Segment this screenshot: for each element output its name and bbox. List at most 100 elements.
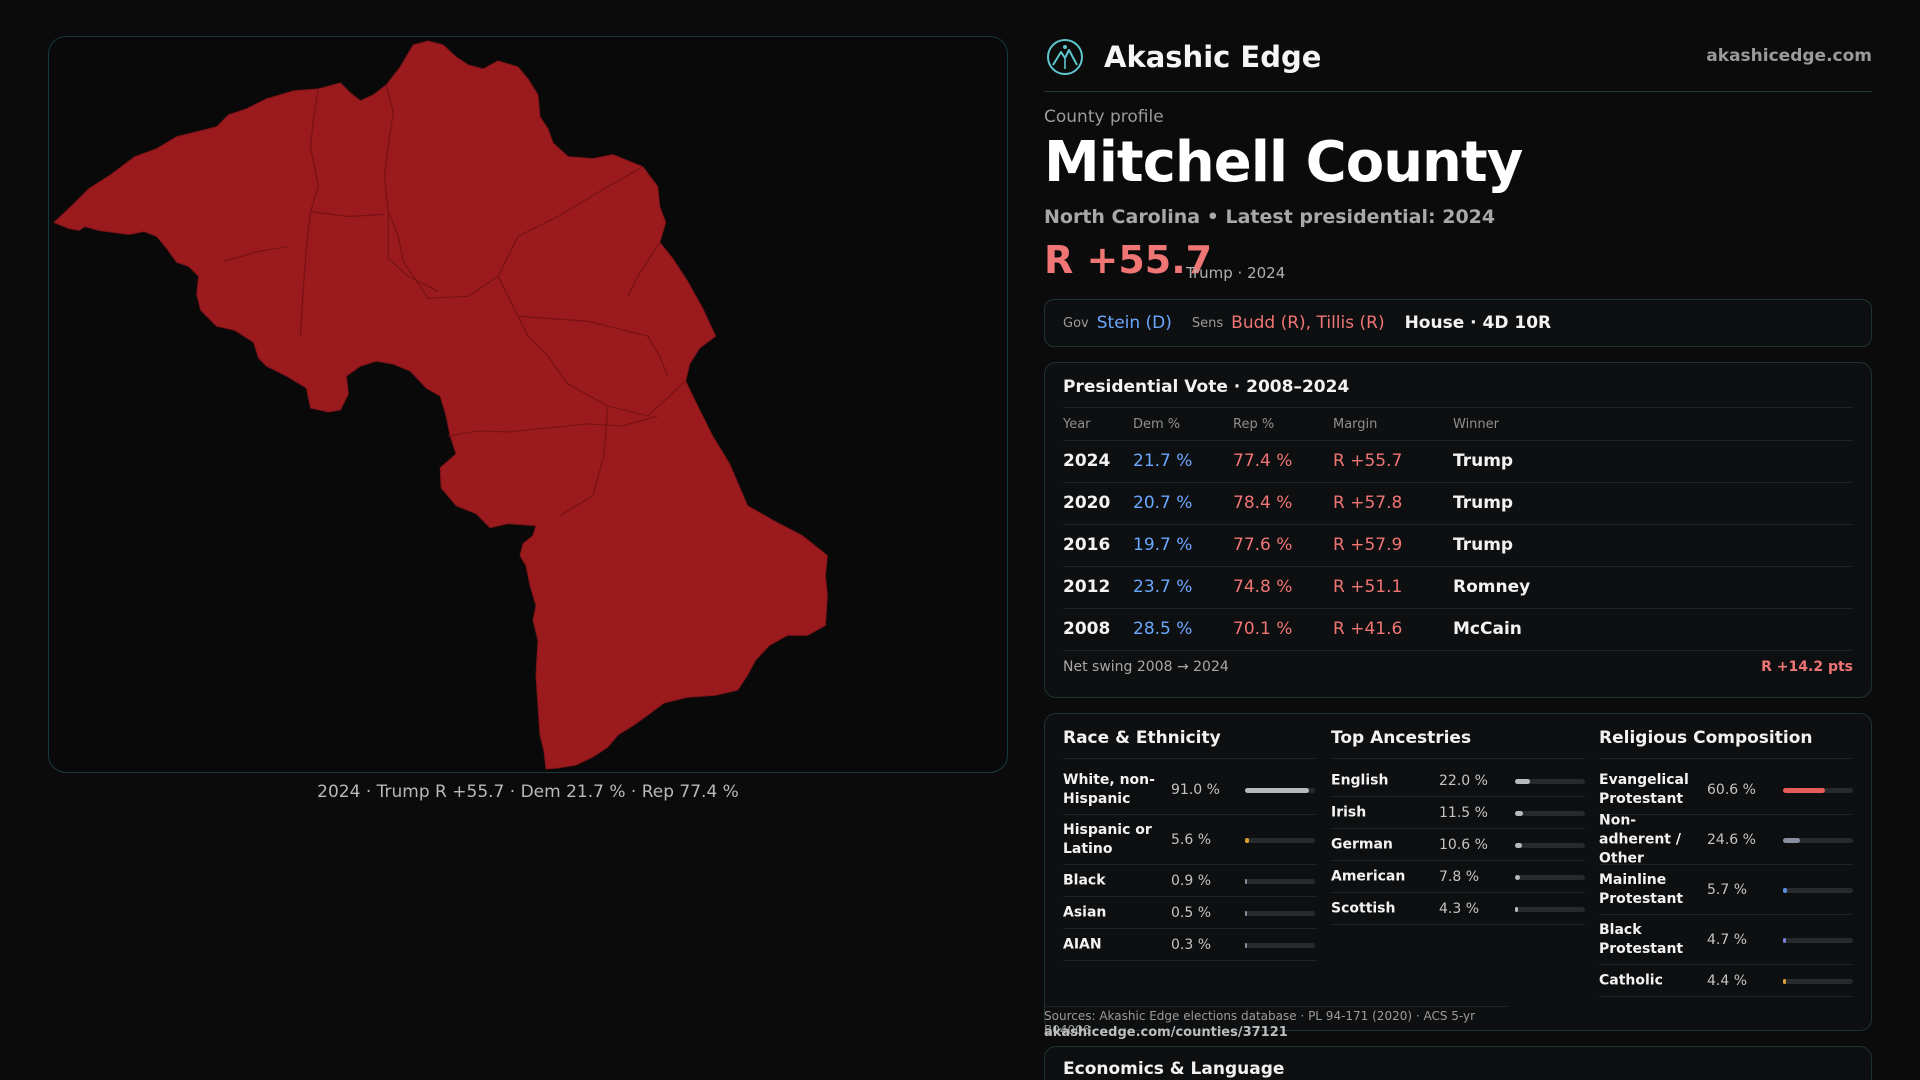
divider	[1063, 758, 1317, 759]
cell-year: 2020	[1063, 493, 1111, 513]
race-bar-fill	[1245, 878, 1247, 884]
religion-label: Black Protestant	[1599, 921, 1684, 957]
economics-card: Economics & Language	[1044, 1046, 1872, 1080]
headline-winner-note: Trump · 2024	[1186, 264, 1286, 282]
religion-bar-track	[1783, 978, 1853, 984]
county-map-svg	[53, 40, 828, 770]
ancestry-bar-track	[1515, 810, 1585, 816]
religion-bar-track	[1783, 937, 1853, 943]
section-eyebrow: County profile	[1044, 107, 1164, 127]
cell-rep: 70.1 %	[1233, 619, 1293, 639]
ancestry-label: Irish	[1331, 804, 1367, 820]
religion-row: Black Protestant 4.7 %	[1599, 915, 1853, 965]
demographics-card: Race & Ethnicity White, non-Hispanic 91.0…	[1044, 713, 1872, 1031]
divider	[1599, 758, 1853, 759]
cell-margin: R +55.7	[1333, 451, 1403, 471]
religion-bar-fill	[1783, 937, 1787, 943]
race-bar-track	[1245, 837, 1315, 843]
table-row: 2024 21.7 % 77.4 % R +55.7 Trump	[1063, 441, 1853, 483]
economics-title: Economics & Language	[1063, 1059, 1285, 1079]
county-profile-panel: Akashic Edge akashicedge.com County prof…	[1044, 0, 1872, 1080]
religion-bar-fill	[1783, 978, 1787, 984]
cell-rep: 74.8 %	[1233, 577, 1293, 597]
cell-winner: Romney	[1453, 577, 1531, 597]
race-row: Black 0.9 %	[1063, 865, 1317, 897]
headline-margin: R +55.7	[1044, 238, 1213, 282]
sources-note: Sources: Akashic Edge elections database…	[1044, 1006, 1508, 1037]
ancestry-label: English	[1331, 772, 1389, 788]
cell-dem: 23.7 %	[1133, 577, 1193, 597]
religion-bar-track	[1783, 887, 1853, 893]
county-subtitle: North Carolina • Latest presidential: 20…	[1044, 206, 1496, 228]
religion-bar-fill	[1783, 787, 1826, 793]
religion-bar-fill	[1783, 887, 1787, 893]
presidential-vote-card: Presidential Vote · 2008–2024 Year Dem %…	[1044, 362, 1872, 698]
race-bar-track	[1245, 878, 1315, 884]
mountain-compass-icon[interactable]	[1046, 38, 1084, 76]
religion-label: Evangelical Protestant	[1599, 771, 1689, 807]
gov-label: Gov	[1063, 315, 1089, 331]
ancestry-value: 11.5 %	[1439, 804, 1488, 821]
race-value: 91.0 %	[1171, 781, 1220, 798]
race-bar-fill	[1245, 910, 1247, 916]
ancestry-bar-fill	[1515, 906, 1518, 912]
net-swing-value: R +14.2 pts	[1761, 659, 1853, 675]
col-year: Year	[1063, 417, 1091, 432]
ancestry-bar-fill	[1515, 778, 1531, 784]
race-label: Black	[1063, 872, 1106, 888]
race-row: White, non-Hispanic 91.0 %	[1063, 765, 1317, 815]
site-domain-link[interactable]: akashicedge.com	[1706, 46, 1872, 66]
religion-row: Non-adherent / Other 24.6 %	[1599, 812, 1853, 866]
race-label: White, non-Hispanic	[1063, 771, 1155, 807]
map-caption: 2024 · Trump R +55.7 · Dem 21.7 % · Rep …	[317, 782, 739, 802]
race-rows: White, non-Hispanic 91.0 % Hispanic or Lat…	[1063, 765, 1317, 961]
page-title: Mitchell County	[1044, 130, 1523, 195]
source-url-link[interactable]: akashicedge.com/counties/37121	[1044, 1025, 1288, 1040]
religion-value: 24.6 %	[1707, 831, 1756, 848]
ancestry-bar-track	[1515, 906, 1585, 912]
religion-label: Catholic	[1599, 972, 1663, 988]
brand-name[interactable]: Akashic Edge	[1104, 40, 1322, 74]
race-value: 0.5 %	[1171, 904, 1212, 921]
table-row: 2020 20.7 % 78.4 % R +57.8 Trump	[1063, 483, 1853, 525]
religion-value: 5.7 %	[1707, 881, 1748, 898]
ancestry-row: German 10.6 %	[1331, 829, 1585, 861]
ancestry-label: American	[1331, 868, 1406, 884]
ancestry-row: Scottish 4.3 %	[1331, 893, 1585, 925]
religion-bar-track	[1783, 787, 1853, 793]
ancestry-value: 7.8 %	[1439, 868, 1480, 885]
race-bar-track	[1245, 910, 1315, 916]
race-value: 5.6 %	[1171, 831, 1212, 848]
house-delegation: House · 4D 10R	[1404, 313, 1552, 333]
county-map[interactable]	[48, 36, 1008, 773]
governor-value: Stein (D)	[1096, 313, 1172, 333]
table-row: 2016 19.7 % 77.6 % R +57.9 Trump	[1063, 525, 1853, 567]
ancestry-column: Top Ancestries English 22.0 % Irish 11.5 % G…	[1331, 728, 1585, 925]
county-shape[interactable]	[53, 40, 828, 770]
col-winner: Winner	[1453, 417, 1500, 432]
sens-label: Sens	[1191, 315, 1224, 331]
cell-dem: 19.7 %	[1133, 535, 1193, 555]
ancestry-rows: English 22.0 % Irish 11.5 % German 10.6 % Amer…	[1331, 765, 1585, 925]
presidential-title: Presidential Vote · 2008–2024	[1063, 377, 1350, 397]
race-row: Hispanic or Latino 5.6 %	[1063, 815, 1317, 865]
cell-rep: 77.6 %	[1233, 535, 1293, 555]
ancestry-title: Top Ancestries	[1331, 728, 1472, 748]
cell-margin: R +51.1	[1333, 577, 1403, 597]
divider	[1331, 758, 1585, 759]
cell-year: 2016	[1063, 535, 1111, 555]
ancestry-row: English 22.0 %	[1331, 765, 1585, 797]
cell-margin: R +41.6	[1333, 619, 1403, 639]
race-bar-fill	[1245, 837, 1249, 843]
cell-winner: McCain	[1453, 619, 1522, 639]
cell-winner: Trump	[1453, 535, 1514, 555]
religion-column: Religious Composition Evangelical Protes…	[1599, 728, 1853, 997]
table-row: 2012 23.7 % 74.8 % R +51.1 Romney	[1063, 567, 1853, 609]
race-label: Asian	[1063, 904, 1107, 920]
ancestry-bar-fill	[1515, 810, 1524, 816]
ancestry-bar-fill	[1515, 842, 1523, 848]
ancestry-value: 22.0 %	[1439, 772, 1488, 789]
col-margin: Margin	[1333, 417, 1378, 432]
religion-rows: Evangelical Protestant 60.6 % Non-adherent…	[1599, 765, 1853, 997]
race-bar-track	[1245, 787, 1315, 793]
